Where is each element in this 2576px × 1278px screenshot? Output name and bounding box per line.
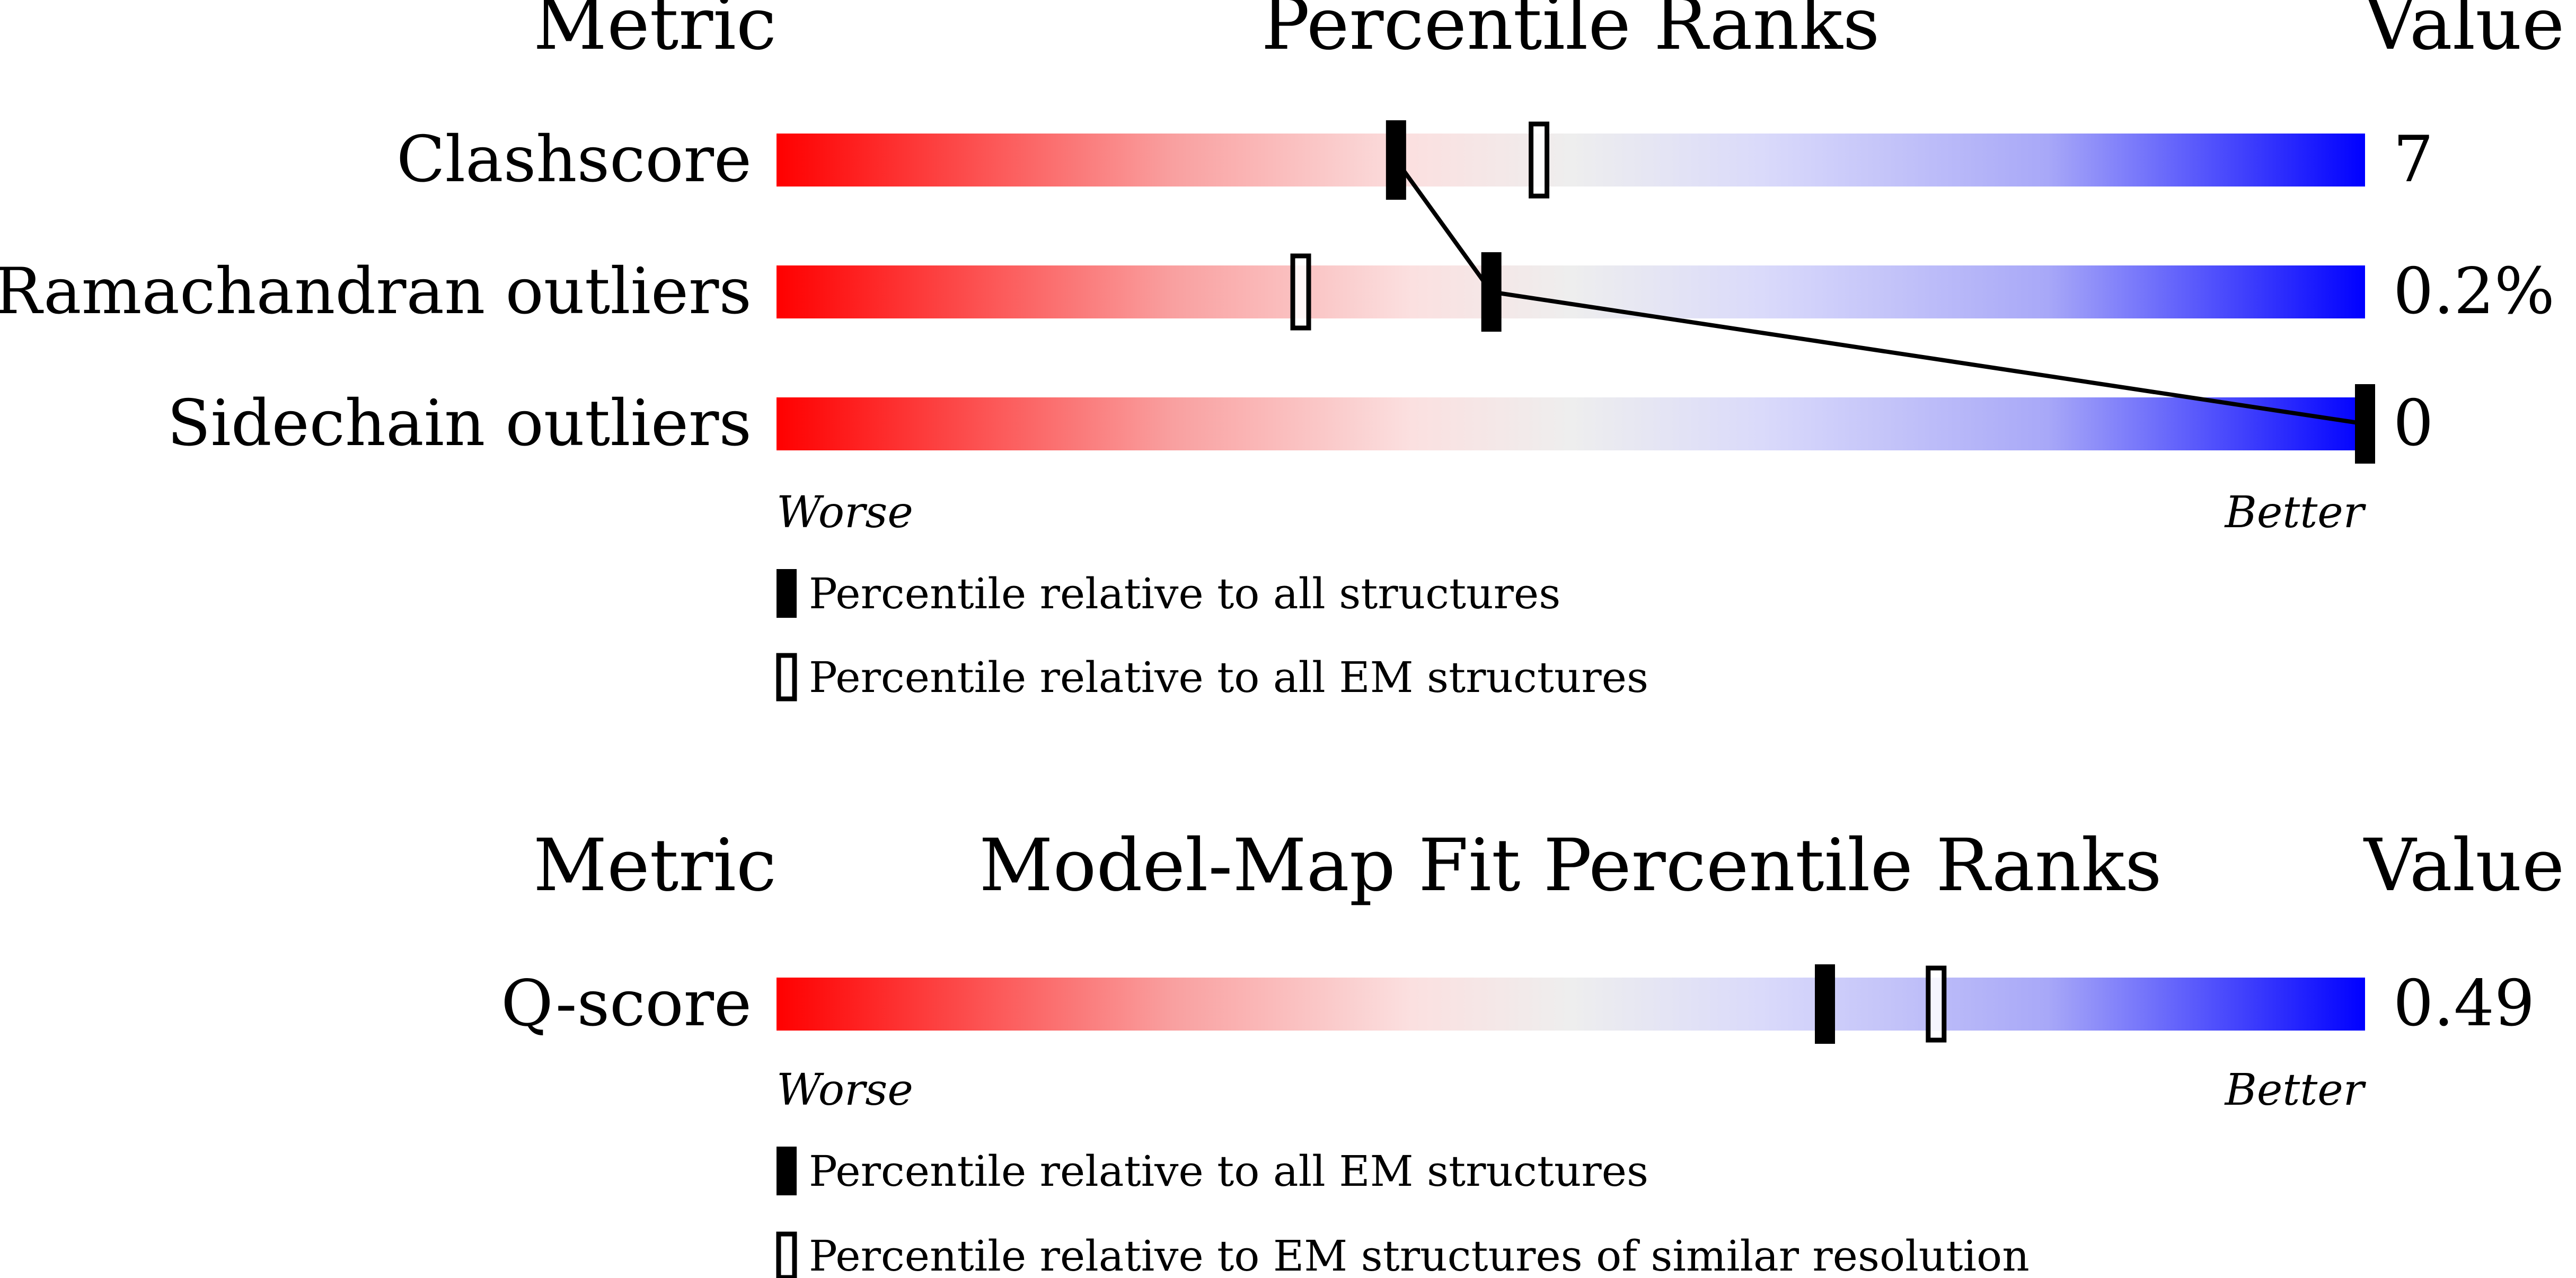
percentile-marker-filled — [1815, 964, 1836, 1044]
percentile-bar — [777, 397, 2365, 450]
percentile-ranks-title: Percentile Ranks — [1261, 0, 1880, 66]
percentile-marker-open — [1529, 121, 1550, 199]
legend-open-marker — [776, 1231, 797, 1278]
metric-value: 7 — [2393, 123, 2433, 197]
legend-text: Percentile relative to all EM structures — [809, 1147, 1648, 1196]
metric-value: 0.49 — [2393, 967, 2535, 1041]
legend-filled-marker — [777, 1147, 797, 1195]
metric-label: Q-score — [501, 967, 752, 1041]
percentile-ranks-title: Model-Map Fit Percentile Ranks — [979, 824, 2162, 908]
metric-label: Sidechain outliers — [167, 387, 752, 460]
value-header: Value — [2363, 824, 2564, 908]
percentile-bar — [777, 265, 2365, 318]
legend-text: Percentile relative to all structures — [809, 569, 1560, 618]
metric-value: 0.2% — [2393, 255, 2555, 329]
percentile-marker-open — [1290, 253, 1311, 331]
metric-value: 0 — [2393, 387, 2433, 460]
percentile-marker-open — [1926, 965, 1947, 1043]
metric-label: Ramachandran outliers — [0, 255, 752, 329]
value-header: Value — [2363, 0, 2564, 66]
worse-label: Worse — [777, 487, 913, 538]
percentile-bar — [777, 134, 2365, 187]
legend-text: Percentile relative to all EM structures — [809, 653, 1648, 702]
percentile-marker-filled — [2355, 384, 2375, 464]
percentile-marker-filled — [1386, 120, 1406, 200]
legend-filled-marker — [777, 569, 797, 618]
percentile-markers — [1290, 120, 2375, 1044]
legend-text: Percentile relative to EM structures of … — [809, 1231, 2030, 1278]
legend-open-marker — [776, 653, 797, 702]
better-label: Better — [2224, 487, 2367, 538]
percentile-bars — [777, 134, 2365, 1031]
metric-header: Metric — [533, 0, 777, 66]
better-label: Better — [2224, 1065, 2367, 1115]
percentile-bar — [777, 978, 2365, 1031]
percentile-marker-filled — [1481, 252, 1502, 332]
worse-label: Worse — [777, 1065, 913, 1115]
metric-header: Metric — [533, 824, 777, 908]
metric-label: Clashscore — [396, 123, 752, 197]
